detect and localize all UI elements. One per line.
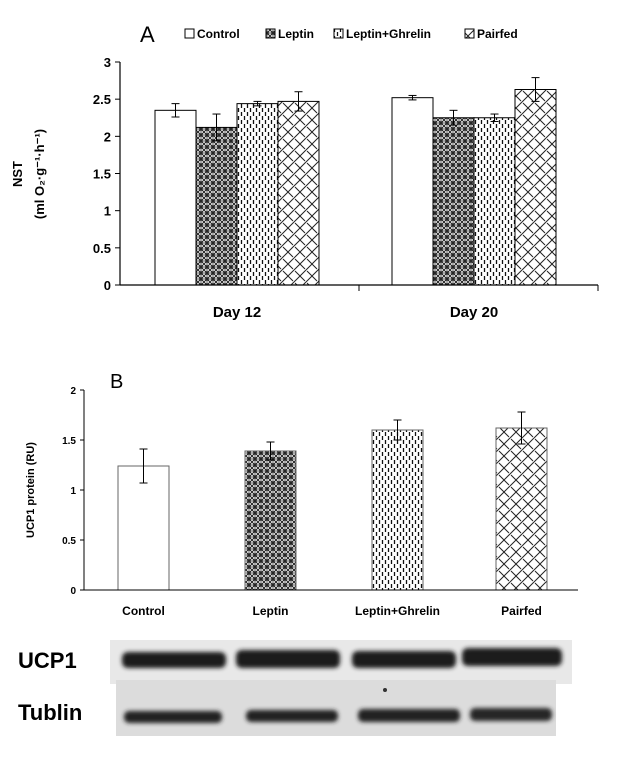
y-tick-label: 3 bbox=[104, 55, 111, 70]
y-tick-label: 0 bbox=[70, 586, 76, 597]
panel-a-letter: A bbox=[140, 22, 155, 47]
bar-control bbox=[154, 109, 197, 286]
y-tick-label: 1 bbox=[104, 204, 111, 219]
x-category-label: Day 20 bbox=[450, 304, 498, 321]
legend-label: Pairfed bbox=[477, 27, 518, 41]
panel-b-letter: B bbox=[110, 371, 123, 393]
y-axis: 0 0.5 1 1.5 2 bbox=[62, 386, 85, 597]
bar-control bbox=[117, 465, 170, 591]
y-axis-label-line2: (ml O₂·g⁻¹·h⁻¹) bbox=[32, 129, 47, 219]
legend-label: Control bbox=[197, 27, 240, 41]
y-axis: 0 0.5 1 1.5 2 2.5 3 bbox=[93, 55, 121, 293]
legend: Control Leptin Leptin+Ghrelin Pairfed bbox=[184, 27, 518, 41]
blot-label-ucp1: UCP1 bbox=[18, 648, 77, 673]
bar-pairfed bbox=[277, 100, 320, 286]
blot-label-tublin: Tublin bbox=[18, 700, 82, 725]
y-tick-label: 2 bbox=[70, 386, 76, 397]
bars bbox=[154, 77, 557, 286]
y-tick-label: 2 bbox=[104, 129, 111, 144]
y-tick-label: 1.5 bbox=[93, 167, 111, 182]
x-axis: Day 12 Day 20 bbox=[120, 284, 599, 321]
x-axis: Control Leptin Leptin+Ghrelin Pairfed bbox=[84, 589, 578, 618]
panel-a: A Control Leptin Leptin+Ghrelin Pairfed 0 0.… bbox=[10, 22, 599, 321]
panel-b: B 0 0.5 1 1.5 2 UCP1 protein (RU) Control Lep… bbox=[25, 371, 578, 618]
blot-membrane-ucp1 bbox=[110, 640, 572, 684]
y-axis-label: UCP1 protein (RU) bbox=[25, 442, 37, 538]
bars bbox=[117, 411, 548, 591]
legend-swatch bbox=[265, 28, 276, 39]
y-tick-label: 0.5 bbox=[62, 536, 76, 547]
x-category-label: Pairfed bbox=[501, 604, 542, 618]
bar-pairfed bbox=[514, 89, 557, 286]
x-category-label: Leptin+Ghrelin bbox=[355, 604, 440, 618]
y-tick-label: 1.5 bbox=[62, 436, 76, 447]
y-tick-label: 0.5 bbox=[93, 241, 111, 256]
bar-leptin-ghrelin bbox=[236, 103, 279, 286]
legend-label: Leptin+Ghrelin bbox=[346, 27, 431, 41]
x-category-label: Leptin bbox=[253, 604, 289, 618]
legend-swatch bbox=[464, 28, 475, 39]
bar-leptin-ghrelin bbox=[371, 429, 424, 591]
bar-leptin bbox=[195, 126, 238, 286]
bar-leptin bbox=[432, 117, 475, 286]
bar-leptin-ghrelin bbox=[473, 117, 516, 286]
y-tick-label: 0 bbox=[104, 278, 111, 293]
x-category-label: Control bbox=[122, 604, 165, 618]
bar-pairfed bbox=[495, 427, 548, 591]
western-blot: UCP1 Tublin bbox=[18, 640, 572, 736]
legend-swatch bbox=[184, 28, 195, 39]
y-tick-label: 1 bbox=[70, 486, 76, 497]
legend-label: Leptin bbox=[278, 27, 314, 41]
y-axis-label-line1: NST bbox=[10, 161, 25, 187]
legend-swatch bbox=[333, 28, 344, 39]
y-tick-label: 2.5 bbox=[93, 92, 111, 107]
bar-control bbox=[391, 97, 434, 286]
bar-leptin bbox=[244, 450, 297, 591]
x-category-label: Day 12 bbox=[213, 304, 261, 321]
blot-membrane-tublin bbox=[116, 680, 556, 736]
